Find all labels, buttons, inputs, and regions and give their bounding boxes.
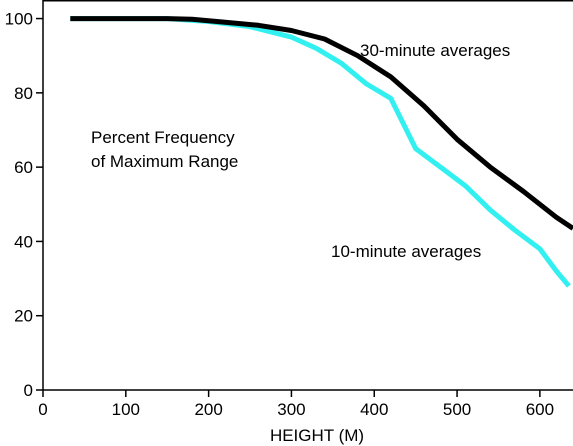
annotation-line-1: Percent Frequency xyxy=(91,128,235,147)
y-ticks: 0 20 40 60 80 100 xyxy=(5,10,43,400)
series-layer xyxy=(70,16,573,288)
x-tick-label: 300 xyxy=(277,400,305,419)
x-tick-label: 200 xyxy=(194,400,222,419)
series-line-30-minute-averages xyxy=(70,16,573,231)
y-tick-label: 0 xyxy=(24,381,33,400)
y-tick-label: 60 xyxy=(14,158,33,177)
x-tick-label: 0 xyxy=(38,400,47,419)
x-tick-label: 400 xyxy=(360,400,388,419)
x-ticks: 0 100 200 300 400 500 600 xyxy=(38,390,554,419)
plot-axes xyxy=(42,0,573,391)
y-tick-label: 20 xyxy=(14,307,33,326)
x-tick-label: 100 xyxy=(112,400,140,419)
series-label-30-minute: 30-minute averages xyxy=(360,41,510,60)
annotation-line-2: of Maximum Range xyxy=(91,152,238,171)
x-tick-label: 600 xyxy=(526,400,554,419)
x-tick-label: 500 xyxy=(443,400,471,419)
x-axis-title: HEIGHT (M) xyxy=(270,426,364,445)
y-tick-label: 40 xyxy=(14,232,33,251)
annotations: Percent Frequency of Maximum Range 30-mi… xyxy=(91,41,510,261)
y-tick-label: 80 xyxy=(14,84,33,103)
series-label-10-minute: 10-minute averages xyxy=(331,242,481,261)
y-tick-label: 100 xyxy=(5,10,33,29)
